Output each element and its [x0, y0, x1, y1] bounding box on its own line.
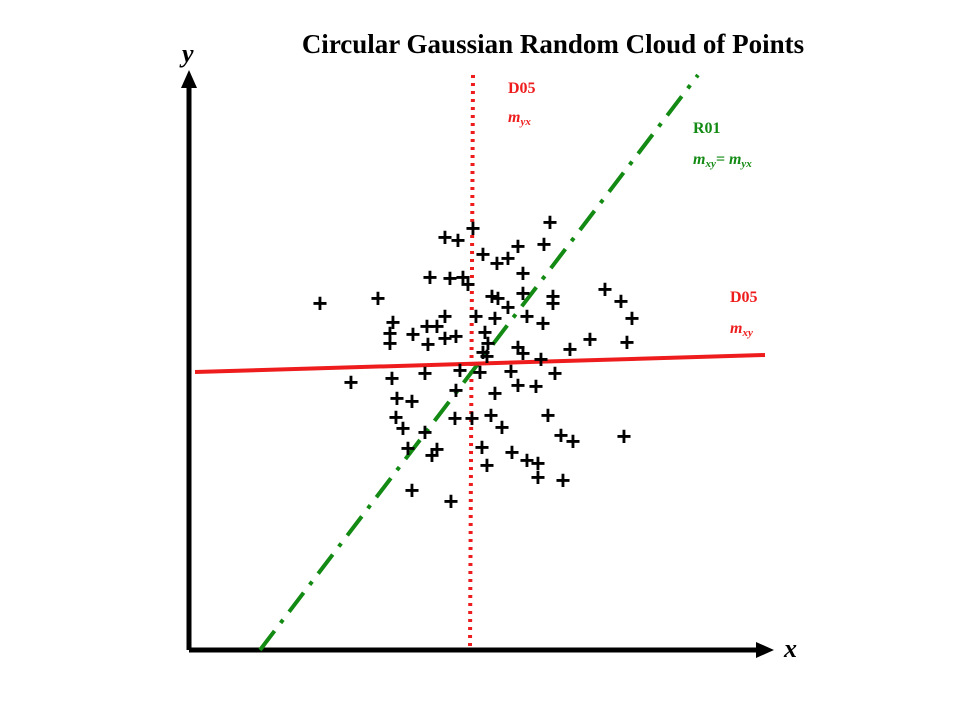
- y-axis-arrow: [181, 70, 197, 88]
- data-point: +: [448, 321, 463, 351]
- data-point: +: [555, 465, 570, 495]
- data-point: +: [500, 292, 515, 322]
- y-axis-label: y: [179, 39, 194, 68]
- data-point: +: [545, 281, 560, 311]
- data-point: +: [388, 402, 403, 432]
- x-axis-label: x: [783, 634, 797, 663]
- data-point: +: [424, 440, 439, 470]
- data-point: +: [504, 437, 519, 467]
- data-point: +: [370, 283, 385, 313]
- data-point: +: [519, 301, 534, 331]
- data-point: +: [582, 324, 597, 354]
- data-point: +: [540, 400, 555, 430]
- r01-slope-label: mxy= myx: [693, 151, 752, 170]
- data-point: +: [515, 258, 530, 288]
- data-point: +: [475, 337, 490, 367]
- data-point: +: [437, 222, 452, 252]
- data-point: +: [464, 403, 479, 433]
- data-point: +: [420, 329, 435, 359]
- data-point: +: [343, 367, 358, 397]
- data-point: +: [404, 386, 419, 416]
- data-point: +: [487, 378, 502, 408]
- d05-mxy-label: D05: [730, 289, 758, 306]
- data-point: +: [490, 283, 505, 313]
- data-point: +: [422, 262, 437, 292]
- data-point: +: [553, 420, 568, 450]
- data-point: +: [533, 344, 548, 374]
- data-point: +: [500, 243, 515, 273]
- data-points: ++ + ++ +++++ +++ +++ + ++ + ++ +++ + + + ++++ ++++ + ++ +…: [312, 207, 639, 516]
- data-point: +: [442, 263, 457, 293]
- data-point: +: [536, 229, 551, 259]
- data-point: +: [479, 341, 494, 371]
- data-point: +: [437, 301, 452, 331]
- data-point: +: [519, 445, 534, 475]
- data-point: +: [503, 356, 518, 386]
- data-point: +: [562, 334, 577, 364]
- data-point: +: [510, 370, 525, 400]
- d05-mxy-slope-label: mxy: [730, 320, 753, 339]
- d05-myx-slope-label: myx: [508, 109, 531, 128]
- data-point: +: [479, 450, 494, 480]
- data-point: +: [474, 432, 489, 462]
- data-point: +: [417, 417, 432, 447]
- data-point: +: [437, 323, 452, 353]
- data-point: +: [619, 327, 634, 357]
- data-point: +: [535, 308, 550, 338]
- x-axis-arrow: [756, 642, 774, 658]
- data-point: +: [515, 338, 530, 368]
- data-point: +: [429, 434, 444, 464]
- data-point: +: [530, 448, 545, 478]
- r01-label: R01: [693, 120, 721, 137]
- data-point: +: [487, 303, 502, 333]
- data-point: +: [417, 358, 432, 388]
- d05-myx-label: D05: [508, 80, 536, 97]
- data-point: +: [528, 371, 543, 401]
- data-point: +: [547, 358, 562, 388]
- data-point: +: [382, 328, 397, 358]
- data-point: +: [455, 262, 470, 292]
- data-point: +: [597, 274, 612, 304]
- data-point: +: [613, 286, 628, 316]
- data-point: +: [480, 328, 495, 358]
- data-point: +: [494, 412, 509, 442]
- data-point: +: [475, 239, 490, 269]
- data-point: +: [468, 301, 483, 331]
- data-point: +: [460, 269, 475, 299]
- data-point: +: [395, 413, 410, 443]
- data-point: +: [400, 433, 415, 463]
- data-point: +: [484, 281, 499, 311]
- data-point: +: [483, 400, 498, 430]
- data-point: +: [515, 278, 530, 308]
- chart-title: Circular Gaussian Random Cloud of Points: [302, 29, 804, 59]
- data-point: +: [465, 213, 480, 243]
- data-point: +: [510, 231, 525, 261]
- data-point: +: [419, 311, 434, 341]
- data-point: +: [542, 207, 557, 237]
- data-point: +: [510, 332, 525, 362]
- data-point: +: [530, 462, 545, 492]
- data-point: +: [545, 288, 560, 318]
- data-point: +: [429, 311, 444, 341]
- data-point: +: [565, 426, 580, 456]
- data-point: +: [624, 303, 639, 333]
- data-point: +: [448, 375, 463, 405]
- data-point: +: [452, 355, 467, 385]
- data-point: +: [389, 383, 404, 413]
- d05-mxy-line: [194, 353, 766, 374]
- data-point: +: [404, 475, 419, 505]
- data-point: +: [384, 363, 399, 393]
- data-point: +: [405, 319, 420, 349]
- data-point: +: [477, 317, 492, 347]
- data-point: +: [312, 288, 327, 318]
- data-point: +: [450, 225, 465, 255]
- data-point: +: [443, 486, 458, 516]
- data-point: +: [447, 403, 462, 433]
- data-point: +: [472, 357, 487, 387]
- data-point: +: [382, 318, 397, 348]
- data-point: +: [616, 421, 631, 451]
- data-point: +: [489, 248, 504, 278]
- data-point: +: [385, 307, 400, 337]
